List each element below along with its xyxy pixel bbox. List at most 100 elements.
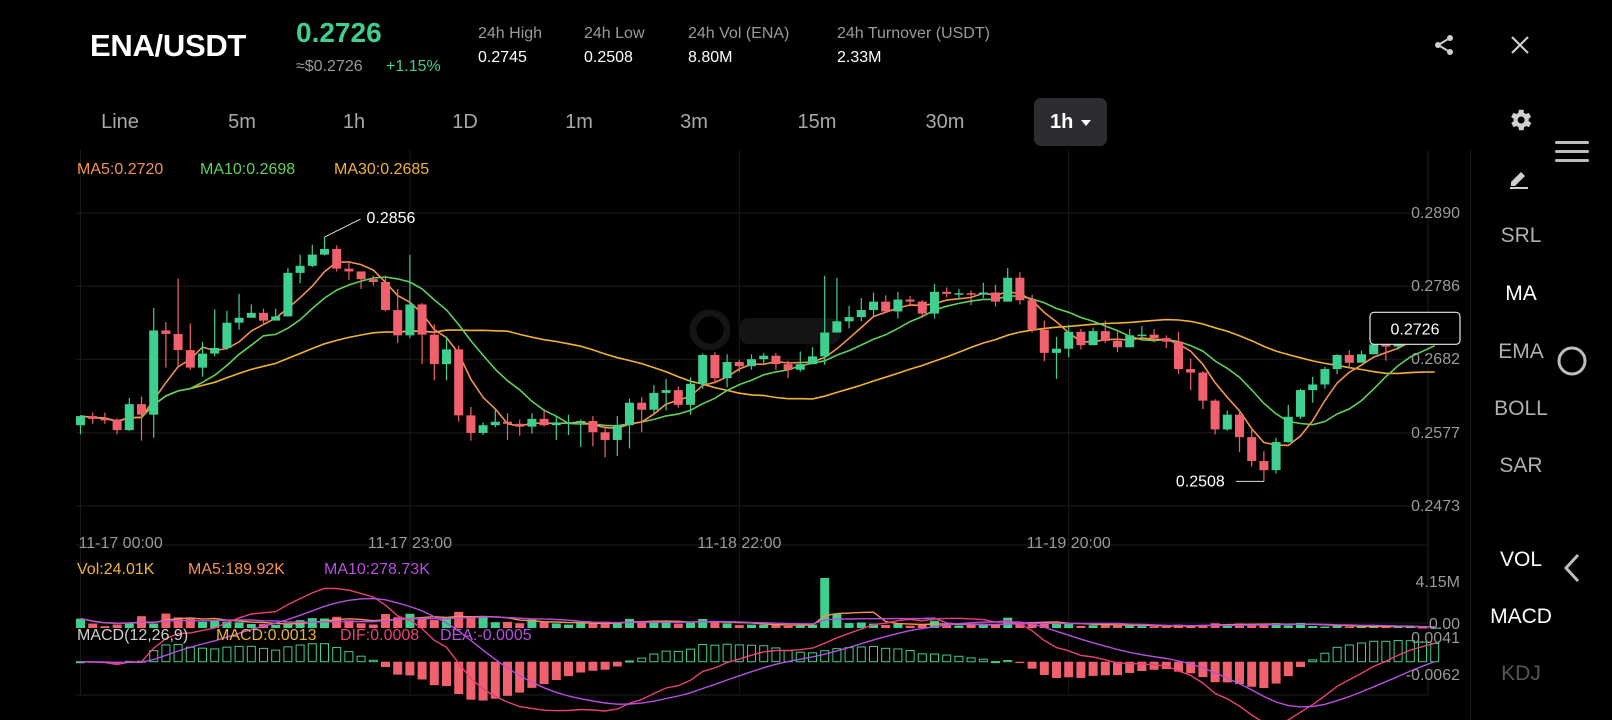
candle-body [710, 355, 720, 379]
volume-bar [246, 624, 256, 628]
volume-bar [1186, 625, 1196, 628]
gear-icon[interactable] [1506, 106, 1534, 139]
macd-histogram-bar [1198, 661, 1208, 678]
volume-bar [1344, 626, 1354, 628]
macd-histogram-bar [466, 661, 476, 700]
volume-bar [1357, 626, 1366, 628]
indicator-kdj[interactable]: KDJ [1501, 662, 1541, 685]
indicator-ema[interactable]: EMA [1498, 340, 1544, 363]
macd-histogram-bar [222, 646, 232, 663]
indicator-boll[interactable]: BOLL [1494, 397, 1548, 420]
high-marker-line [324, 218, 361, 238]
macd-histogram-bar [612, 661, 622, 667]
volume-bar [1405, 626, 1415, 628]
candle-body [344, 268, 354, 272]
price-chart[interactable]: 0.2856 0.2508 0.2726 0.2890 0.2786 0.2682 0.2… [0, 150, 1470, 720]
macd-histogram-bar [478, 661, 488, 701]
tab-3m[interactable]: 3m [680, 111, 708, 133]
volume-bar [1149, 626, 1159, 628]
hamburger-menu-icon[interactable] [1555, 138, 1589, 171]
candle-body [405, 304, 415, 336]
svg-text:Vol:24.01K: Vol:24.01K [77, 561, 155, 578]
candle-body [1113, 340, 1122, 348]
volume-bar [1381, 626, 1391, 628]
chevron-left-icon[interactable] [1560, 552, 1584, 589]
macd-histogram-bar [1332, 646, 1342, 663]
macd-histogram-bar [271, 649, 281, 663]
volume-bar [478, 617, 488, 628]
macd-histogram-bar [795, 651, 805, 663]
volume-bar [710, 622, 720, 628]
candle-body [332, 248, 342, 269]
legend-macd-value: 0.0013 [268, 627, 317, 644]
volume-bar [1430, 627, 1440, 629]
volume-bar [1125, 625, 1135, 628]
macd-histogram-bar [405, 661, 415, 676]
macd-histogram-bar [1271, 661, 1281, 684]
candle-body [1344, 355, 1354, 363]
stat-label: 24h Turnover (USDT) [837, 25, 990, 42]
close-icon[interactable] [1505, 30, 1535, 60]
candle-body [222, 322, 232, 348]
interval-dropdown[interactable]: 1h [1034, 98, 1108, 146]
candle-body [637, 402, 647, 410]
candle-body [210, 347, 220, 354]
macd-histogram-bar [1235, 661, 1244, 685]
macd-histogram-bar [1039, 661, 1049, 675]
indicator-macd[interactable]: MACD [1490, 605, 1552, 628]
candle-body [869, 301, 878, 311]
candle-body [844, 317, 854, 322]
tab-1m[interactable]: 1m [565, 111, 593, 133]
candle-body [1174, 341, 1183, 370]
last-price: 0.2726 [296, 17, 382, 48]
candle-body [1015, 277, 1025, 301]
indicator-vol[interactable]: VOL [1499, 548, 1543, 571]
circle-icon[interactable] [1556, 345, 1588, 382]
tab-line[interactable]: Line [101, 111, 139, 133]
indicator-ma[interactable]: MA [1505, 282, 1537, 305]
low-price-label: 0.2508 [1176, 473, 1225, 490]
indicator-srl[interactable]: SRL [1500, 224, 1542, 247]
pencil-icon[interactable] [1507, 166, 1531, 195]
tab-30m[interactable]: 30m [925, 111, 965, 133]
tab-5m[interactable]: 5m [228, 111, 256, 133]
candle-body [442, 349, 451, 365]
macd-histogram-bar [1186, 661, 1196, 674]
tab-15m[interactable]: 15m [797, 111, 837, 133]
legend-dea-value: -0.0005 [477, 627, 531, 644]
stat-value: 8.80M [688, 49, 733, 66]
legend-dif-value: 0.0008 [370, 627, 419, 644]
share-icon[interactable] [1429, 30, 1459, 60]
ma30-line [80, 318, 1435, 423]
candle-body [527, 418, 537, 427]
volume-bar [661, 621, 671, 628]
price-axis-label: 0.2890 [1411, 205, 1460, 222]
macd-histogram-bar [1296, 661, 1305, 668]
price-axis-label: 0.2682 [1411, 351, 1460, 368]
candle-body [417, 304, 427, 335]
candle-body [1100, 331, 1110, 341]
candle-body [686, 383, 695, 405]
macd-histogram-bar [1088, 661, 1098, 676]
tab-1d[interactable]: 1D [452, 111, 478, 133]
macd-histogram-bar [734, 644, 744, 663]
volume-bar [1418, 627, 1427, 629]
macd-histogram-bar [991, 661, 1000, 664]
indicator-sar[interactable]: SAR [1499, 454, 1543, 477]
candle-body [112, 419, 122, 431]
volume-bar [551, 623, 561, 628]
tab-1h[interactable]: 1h [342, 111, 366, 133]
macd-histogram-bar [905, 650, 915, 663]
svg-text:MACD:0.0013: MACD:0.0013 [216, 627, 317, 644]
stat-24h-low: 24h Low 0.2508 [584, 25, 645, 67]
macd-histogram-bar [1247, 661, 1257, 687]
candle-body [1210, 400, 1220, 430]
candle-body [356, 271, 366, 280]
volume-bar [100, 626, 110, 628]
volume-bar [856, 622, 866, 628]
macd-histogram-bar [1003, 660, 1013, 663]
volume-bar [588, 624, 598, 628]
watermark-logo [689, 309, 840, 351]
candle-body [234, 317, 244, 323]
volume-bar [1088, 625, 1098, 628]
